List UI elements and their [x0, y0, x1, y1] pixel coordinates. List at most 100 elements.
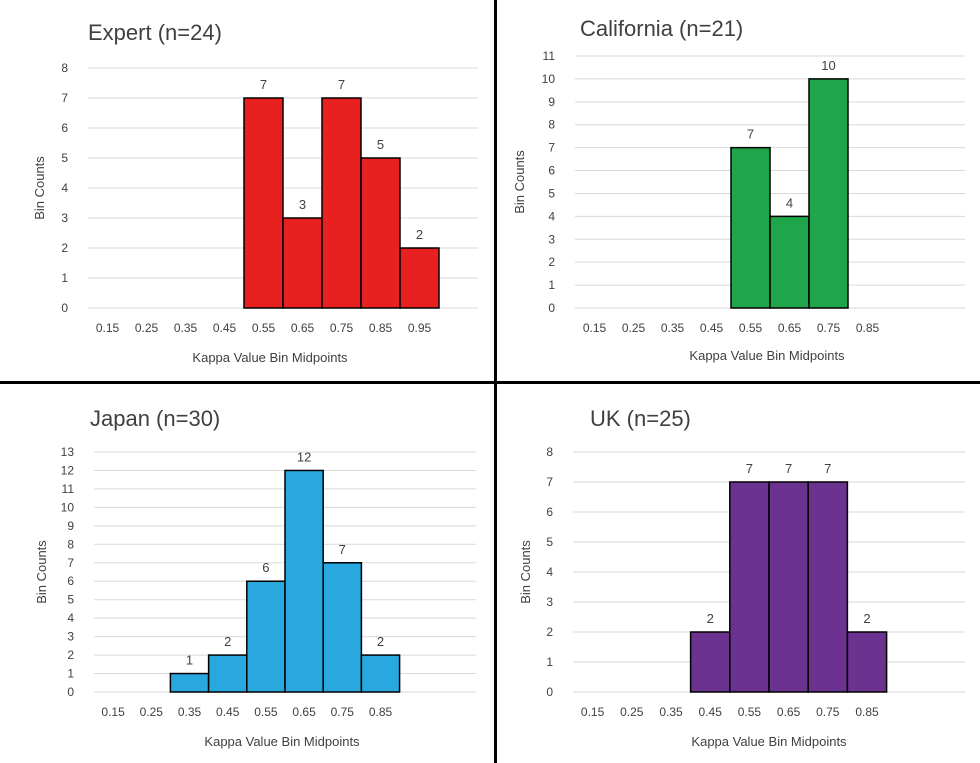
bar-data-label: 7: [785, 461, 792, 476]
bar-data-label: 3: [299, 197, 306, 212]
y-tick-label: 4: [67, 611, 74, 625]
bar-data-label: 4: [786, 195, 793, 210]
x-axis-label: Kappa Value Bin Midpoints: [204, 734, 360, 749]
x-tick-label: 0.45: [700, 321, 724, 335]
y-tick-label: 8: [67, 537, 74, 551]
y-tick-label: 8: [548, 118, 555, 132]
bar-data-label: 2: [377, 634, 384, 649]
histogram-bar: [769, 215, 810, 309]
y-tick-label: 7: [548, 141, 555, 155]
x-tick-label: 0.35: [178, 705, 202, 719]
y-tick-label: 7: [546, 475, 553, 489]
y-tick-label: 3: [546, 595, 553, 609]
bar-data-label: 10: [821, 58, 835, 73]
x-axis-label: Kappa Value Bin Midpoints: [691, 734, 847, 749]
x-tick-label: 0.85: [369, 705, 393, 719]
y-tick-label: 4: [61, 181, 68, 195]
x-tick-label: 0.75: [816, 705, 840, 719]
x-tick-label: 0.15: [96, 321, 120, 335]
bar-data-label: 2: [416, 227, 423, 242]
y-tick-label: 7: [67, 556, 74, 570]
histogram-bar: [807, 481, 849, 693]
y-tick-label: 4: [546, 565, 553, 579]
histogram-bar: [730, 146, 771, 309]
y-tick-label: 11: [543, 49, 556, 63]
x-tick-label: 0.25: [620, 705, 644, 719]
x-tick-label: 0.25: [622, 321, 646, 335]
histogram-bar: [246, 580, 286, 693]
histogram-bar: [321, 97, 362, 309]
y-tick-label: 10: [542, 72, 556, 86]
bar-data-label: 7: [746, 461, 753, 476]
y-tick-label: 0: [548, 301, 555, 315]
chart-title: Expert (n=24): [88, 20, 222, 45]
y-axis-label: Bin Counts: [32, 156, 47, 220]
y-tick-label: 4: [548, 209, 555, 223]
bar-data-label: 7: [747, 127, 754, 142]
bar-data-label: 6: [262, 560, 269, 575]
y-tick-label: 0: [67, 685, 74, 699]
bar-data-label: 12: [297, 449, 311, 464]
chart-title: Japan (n=30): [90, 406, 220, 431]
x-tick-label: 0.15: [581, 705, 605, 719]
histogram-bar: [360, 654, 401, 693]
japan-histogram-panel: Japan (n=30) 0 1 2 3 4 5 6 7 8 9 10 11 12 13 Bin Counts…: [0, 384, 494, 763]
y-tick-label: 5: [61, 151, 68, 165]
y-tick-label: 11: [62, 482, 75, 496]
y-tick-label: 6: [548, 164, 555, 178]
bar-data-label: 2: [224, 634, 231, 649]
bar-data-label: 7: [339, 542, 346, 557]
histogram-bar: [808, 78, 849, 309]
expert-histogram-panel: Expert (n=24) 0 1 2 3 4 5 6 7 8 Bin Counts 0.15 0.25…: [0, 0, 494, 381]
x-tick-label: 0.35: [174, 321, 198, 335]
x-tick-label: 0.85: [856, 321, 880, 335]
y-tick-label: 8: [61, 61, 68, 75]
bar-data-label: 2: [707, 611, 714, 626]
x-tick-label: 0.45: [699, 705, 723, 719]
histogram-bar: [322, 562, 363, 693]
x-tick-label: 0.95: [408, 321, 432, 335]
y-tick-label: 2: [67, 648, 74, 662]
bar-data-label: 7: [824, 461, 831, 476]
california-histogram-panel: California (n=21) 0 1 2 3 4 5 6 7 8 9 10 11 Bin Count…: [497, 0, 980, 381]
x-tick-label: 0.65: [778, 321, 802, 335]
y-tick-label: 1: [67, 667, 74, 681]
y-axis-label: Bin Counts: [518, 540, 533, 604]
y-tick-label: 2: [61, 241, 68, 255]
x-tick-label: 0.15: [101, 705, 125, 719]
histogram-bar: [360, 157, 401, 309]
y-tick-label: 3: [61, 211, 68, 225]
x-tick-label: 0.75: [817, 321, 841, 335]
x-tick-label: 0.45: [216, 705, 240, 719]
histogram-bar: [689, 631, 731, 693]
y-tick-label: 13: [61, 445, 75, 459]
histogram-bar: [399, 247, 440, 309]
chart-svg: Expert (n=24) 0 1 2 3 4 5 6 7 8 Bin Counts 0.15 0.25…: [32, 20, 478, 365]
y-tick-label: 6: [546, 505, 553, 519]
x-tick-label: 0.45: [213, 321, 237, 335]
histogram-bar: [768, 481, 809, 693]
chart-title: California (n=21): [580, 16, 743, 41]
y-tick-label: 9: [67, 519, 74, 533]
x-tick-label: 0.85: [369, 321, 393, 335]
y-tick-label: 0: [546, 685, 553, 699]
x-tick-label: 0.25: [135, 321, 159, 335]
x-tick-label: 0.75: [331, 705, 355, 719]
x-tick-label: 0.25: [140, 705, 164, 719]
y-tick-label: 5: [546, 535, 553, 549]
x-tick-label: 0.65: [291, 321, 315, 335]
histogram-bar: [207, 654, 248, 693]
y-tick-label: 3: [67, 630, 74, 644]
y-tick-label: 2: [548, 255, 555, 269]
y-tick-label: 7: [61, 91, 68, 105]
x-tick-label: 0.55: [738, 705, 762, 719]
y-tick-label: 1: [546, 655, 553, 669]
x-tick-label: 0.55: [254, 705, 278, 719]
y-tick-label: 8: [546, 445, 553, 459]
y-tick-label: 0: [61, 301, 68, 315]
y-tick-label: 6: [67, 574, 74, 588]
y-tick-label: 2: [546, 625, 553, 639]
histogram-bar: [729, 481, 770, 693]
